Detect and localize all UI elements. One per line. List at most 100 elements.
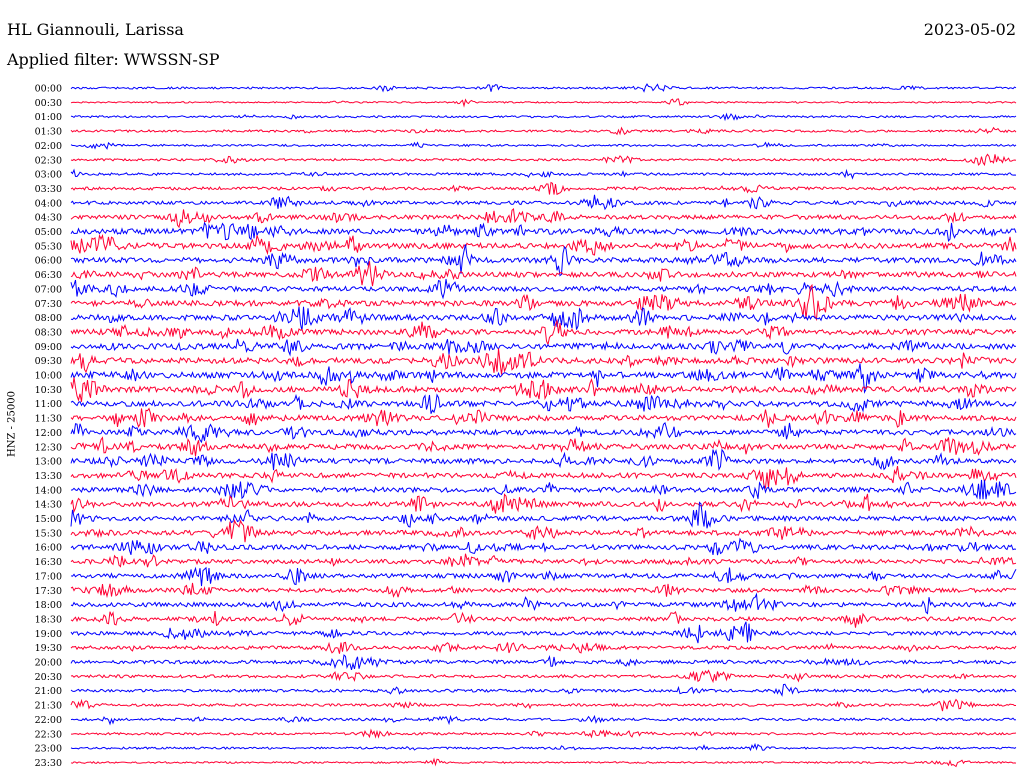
time-tick-label: 12:30: [35, 442, 62, 453]
seismic-trace: [70, 566, 1017, 587]
time-tick-label: 16:30: [35, 557, 62, 568]
seismic-trace: [70, 621, 1017, 644]
station-title: HL Giannouli, Larissa: [7, 20, 184, 39]
time-tick-label: 10:30: [35, 385, 62, 396]
seismic-trace: [70, 377, 1017, 402]
time-tick-label: 19:30: [35, 643, 62, 654]
time-tick-label: 02:00: [35, 141, 62, 152]
time-tick-label: 07:00: [35, 284, 62, 295]
time-tick-label: 23:30: [35, 758, 62, 769]
time-tick-label: 00:00: [35, 84, 62, 95]
seismic-trace: [70, 553, 1017, 568]
time-tick-label: 09:30: [35, 356, 62, 367]
time-tick-label: 16:00: [35, 543, 62, 554]
time-tick-label: 22:00: [35, 715, 62, 726]
seismic-trace: [70, 582, 1017, 599]
time-tick-label: 21:30: [35, 701, 62, 712]
time-tick-label: 08:30: [35, 327, 62, 338]
time-tick-label: 17:30: [35, 586, 62, 597]
time-tick-label: 21:00: [35, 686, 62, 697]
time-tick-label: 05:30: [35, 241, 62, 252]
time-tick-label: 23:00: [35, 744, 62, 755]
time-tick-label: 13:30: [35, 471, 62, 482]
time-tick-label: 02:30: [35, 155, 62, 166]
time-tick-label: 14:00: [35, 485, 62, 496]
time-tick-label: 10:00: [35, 371, 62, 382]
seismic-trace: [70, 479, 1017, 500]
seismic-trace: [70, 742, 1017, 752]
time-tick-label: 14:30: [35, 500, 62, 511]
seismic-trace: [70, 641, 1017, 654]
seismic-trace: [70, 83, 1017, 93]
time-tick-label: 15:00: [35, 514, 62, 525]
seismic-trace: [70, 283, 1017, 322]
seismic-trace: [70, 654, 1017, 671]
time-tick-label: 18:00: [35, 600, 62, 611]
seismic-trace: [70, 306, 1017, 331]
seismic-trace: [71, 728, 1017, 739]
seismic-trace: [70, 221, 1017, 243]
record-date: 2023-05-02: [923, 20, 1016, 39]
time-tick-label: 13:00: [35, 457, 62, 468]
seismic-trace: [70, 493, 1017, 514]
seismic-trace: [70, 98, 1017, 108]
seismic-trace: [70, 181, 1017, 196]
seismic-trace: [70, 278, 1017, 300]
seismic-trace: [70, 592, 1017, 615]
seismic-trace: [70, 518, 1017, 543]
seismic-trace: [70, 501, 1017, 529]
seismic-trace: [70, 466, 1017, 490]
time-tick-label: 05:00: [35, 227, 62, 238]
seismic-trace: [70, 112, 1017, 122]
seismic-trace: [70, 126, 1017, 136]
seismic-trace: [70, 421, 1017, 444]
time-tick-label: 00:30: [35, 98, 62, 109]
seismic-trace: [70, 153, 1017, 167]
time-tick-label: 04:00: [35, 198, 62, 209]
time-tick-label: 11:00: [35, 399, 62, 410]
seismic-trace: [70, 714, 1017, 726]
seismic-trace: [70, 436, 1017, 457]
time-tick-label: 22:30: [35, 729, 62, 740]
seismic-trace: [70, 208, 1017, 229]
time-tick-label: 12:00: [35, 428, 62, 439]
time-tick-label: 11:30: [35, 414, 62, 425]
seismic-trace: [70, 168, 1017, 180]
time-tick-label: 17:00: [35, 571, 62, 582]
seismic-trace: [70, 537, 1017, 556]
seismic-trace: [70, 194, 1017, 211]
seismic-trace: [70, 669, 1017, 684]
time-tick-label: 06:30: [35, 270, 62, 281]
time-tick-label: 19:00: [35, 629, 62, 640]
seismic-trace: [70, 261, 1017, 287]
seismic-trace: [70, 233, 1017, 256]
time-tick-label: 03:30: [35, 184, 62, 195]
time-tick-label: 15:30: [35, 528, 62, 539]
seismic-trace: [70, 683, 1017, 697]
filter-label: Applied filter: WWSSN-SP: [7, 50, 220, 69]
seismic-trace: [70, 318, 1017, 346]
time-tick-label: 20:00: [35, 658, 62, 669]
seismic-trace: [70, 244, 1017, 277]
seismic-trace: [70, 698, 1016, 712]
seismic-trace: [70, 338, 1017, 357]
seismic-trace: [70, 141, 1017, 150]
time-tick-label: 01:00: [35, 112, 62, 123]
time-tick-label: 06:00: [35, 256, 62, 267]
seismic-trace: [70, 393, 1017, 414]
time-tick-label: 07:30: [35, 299, 62, 310]
time-tick-label: 08:00: [35, 313, 62, 324]
seismic-trace: [70, 448, 1017, 471]
time-tick-label: 03:00: [35, 170, 62, 181]
seismic-trace: [70, 363, 1017, 394]
time-tick-label: 04:30: [35, 213, 62, 224]
seismic-trace: [70, 407, 1017, 428]
time-tick-label: 01:30: [35, 127, 62, 138]
time-tick-label: 09:00: [35, 342, 62, 353]
seismic-trace: [70, 757, 1017, 768]
time-tick-label: 20:30: [35, 672, 62, 683]
seismic-trace: [70, 348, 1017, 375]
seismic-trace: [70, 611, 1017, 628]
time-tick-label: 18:30: [35, 614, 62, 625]
